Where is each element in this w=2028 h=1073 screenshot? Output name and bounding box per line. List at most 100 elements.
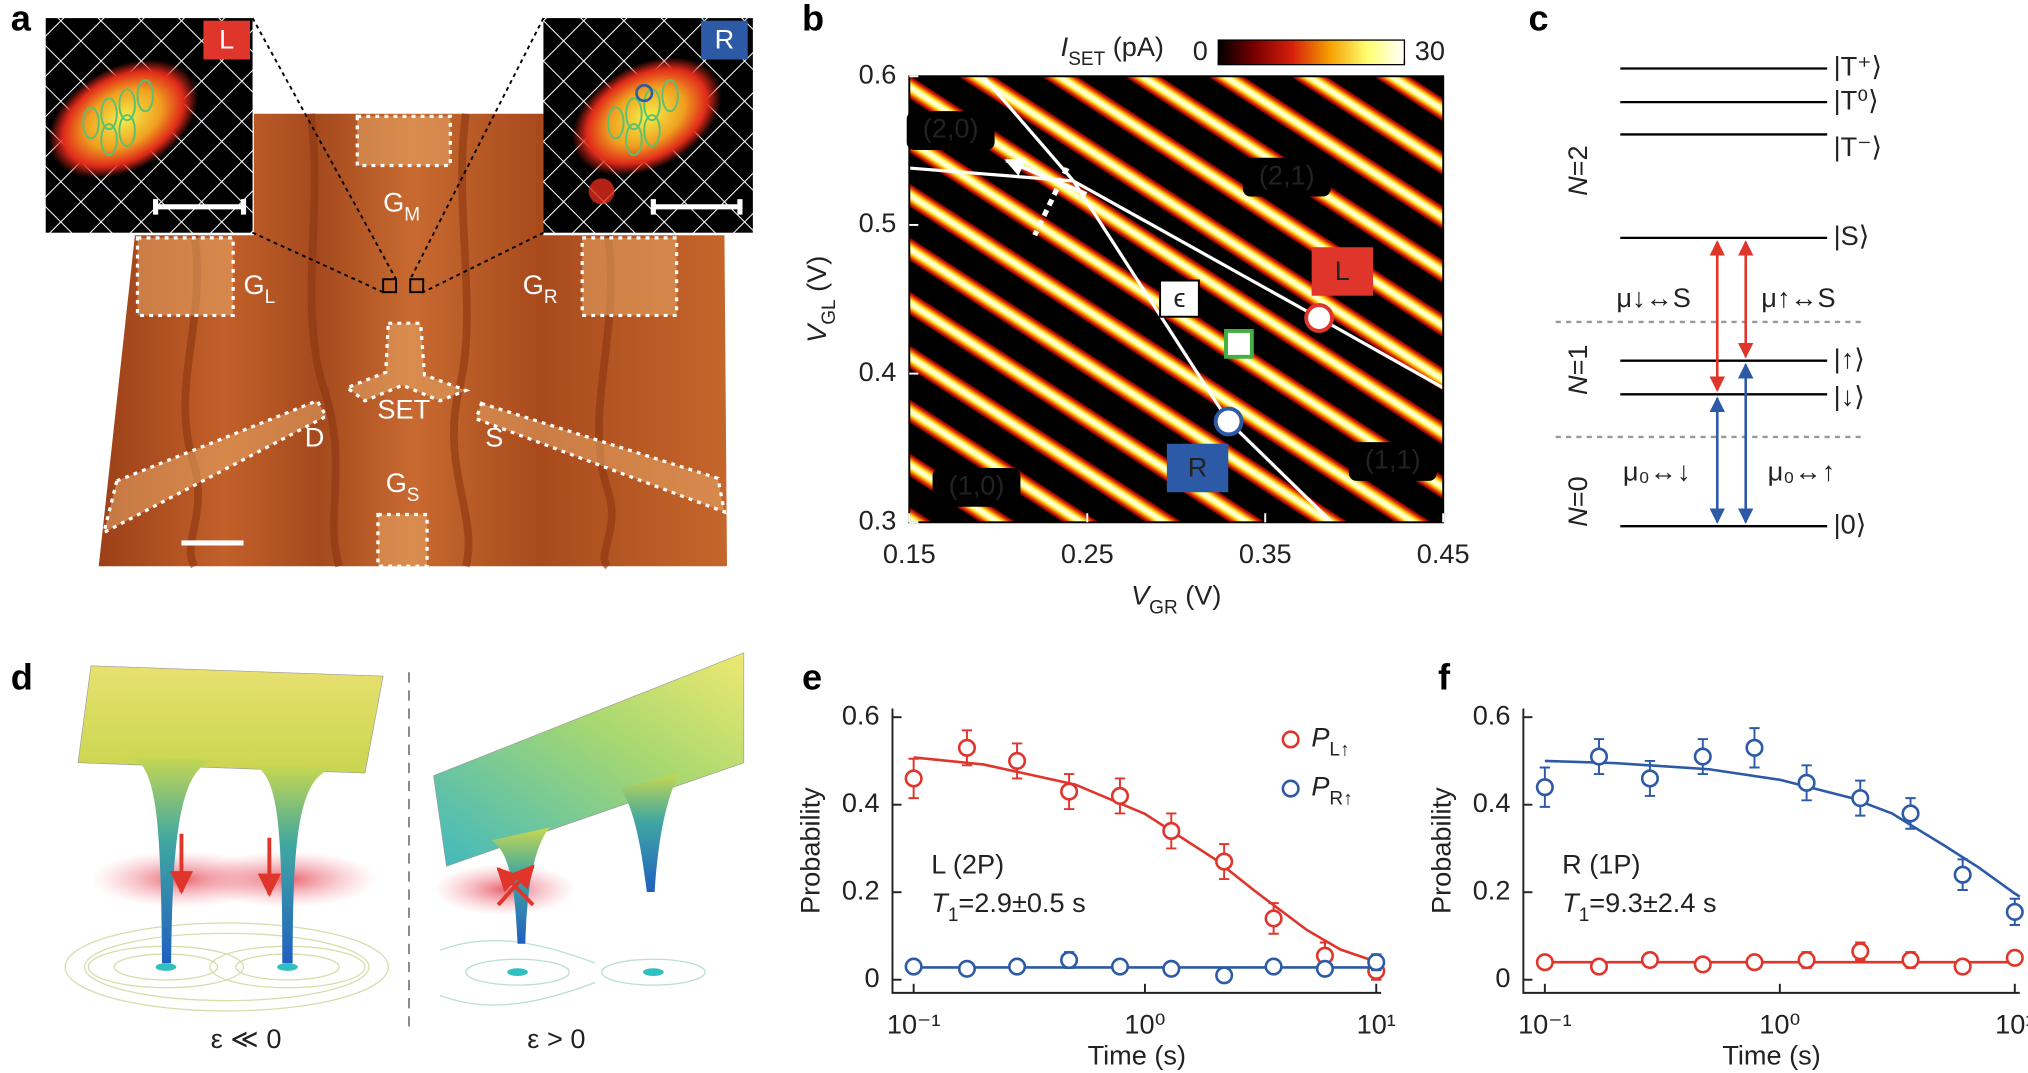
y-axis-title: Probability xyxy=(1425,787,1456,914)
data-point xyxy=(1640,769,1659,788)
text-part: SET xyxy=(1068,49,1105,70)
x-tick-label: 10¹ xyxy=(1995,1009,2028,1040)
data-point xyxy=(1535,953,1554,972)
annotation: T1=2.9±0.5 s xyxy=(931,887,1085,925)
text-part: R↑ xyxy=(1329,788,1352,809)
gate-label: GS xyxy=(386,467,420,505)
y-axis-title: VGL (V) xyxy=(801,256,839,343)
x-tick-label: 10¹ xyxy=(1357,1009,1396,1040)
text-part: =0 xyxy=(1562,476,1593,507)
data-point xyxy=(1589,747,1609,766)
text-part: N xyxy=(1562,176,1593,196)
data-point xyxy=(1745,953,1764,972)
data-point xyxy=(1745,738,1764,757)
x-tick-label: 0.35 xyxy=(1239,538,1292,569)
level-label: |T⁻⟩ xyxy=(1834,131,1883,162)
marker-L xyxy=(1304,303,1334,333)
annotation: ϵ xyxy=(1173,282,1185,313)
x-tick-label: 0.45 xyxy=(1417,538,1470,569)
text-part: G xyxy=(383,186,404,217)
data-point xyxy=(1901,950,1920,970)
text-part: =2 xyxy=(1562,145,1593,176)
charge-state: N=1 xyxy=(1562,344,1593,395)
fit-line xyxy=(913,756,1382,965)
text-part: N xyxy=(1562,507,1593,527)
data-point xyxy=(1589,957,1609,976)
legend-marker xyxy=(1281,730,1300,749)
y-tick-label: 0.4 xyxy=(842,787,880,818)
transition-label: μ↑↔S xyxy=(1761,282,1835,313)
legend-marker xyxy=(1281,779,1300,798)
legend-label: PR↑ xyxy=(1311,771,1352,809)
data-point xyxy=(904,957,923,976)
annotation: R (1P) xyxy=(1562,848,1640,879)
data-point xyxy=(1060,950,1079,970)
text-part: (pA) xyxy=(1105,31,1164,62)
marker-R xyxy=(1213,406,1244,437)
data-point xyxy=(1535,778,1554,797)
data-point xyxy=(904,769,923,788)
text-part: T xyxy=(1562,887,1581,918)
text-part: M xyxy=(404,204,420,225)
data-point xyxy=(1315,959,1334,978)
region-box xyxy=(906,111,995,150)
x-tick-label: 0.25 xyxy=(1061,538,1114,569)
text-part: =2.9±0.5 s xyxy=(958,887,1085,918)
y-tick-label: 0.5 xyxy=(859,207,897,238)
data-point xyxy=(1110,786,1130,805)
gate-label: GM xyxy=(383,186,420,224)
data-point xyxy=(1162,959,1181,978)
data-point xyxy=(1851,942,1870,961)
y-tick-label: 0.2 xyxy=(1473,874,1511,905)
level-label: |T⁺⟩ xyxy=(1834,51,1883,82)
data-point xyxy=(1797,950,1816,970)
region-box xyxy=(1348,442,1437,481)
transition-label: μ₀↔↓ xyxy=(1623,455,1691,486)
text-part: N xyxy=(1562,375,1593,395)
data-point xyxy=(1693,955,1712,974)
marker-square xyxy=(1224,329,1254,359)
frame xyxy=(908,75,1445,524)
level-label: |↑⟩ xyxy=(1834,343,1865,374)
text-part: =1 xyxy=(1562,344,1593,375)
text-part: P xyxy=(1311,722,1329,753)
axes xyxy=(891,708,1382,994)
region-label: (1,0) xyxy=(949,470,1005,501)
data-point xyxy=(1851,789,1870,808)
annotation-box xyxy=(1166,443,1229,493)
text-part: L xyxy=(265,287,276,308)
detuning-arrow xyxy=(1004,158,1088,196)
data-point xyxy=(1264,909,1283,928)
data-point xyxy=(957,738,976,757)
text-part: 1 xyxy=(948,904,959,925)
text-part: 1 xyxy=(1579,904,1590,925)
panel-label: f xyxy=(1438,657,1451,698)
potential-surfaces xyxy=(64,652,745,1035)
y-tick-label: 0.4 xyxy=(1473,787,1511,818)
panel-label: b xyxy=(802,0,824,38)
region-label: (2,0) xyxy=(923,113,979,144)
text-part: S xyxy=(407,484,420,505)
regime-label: ε ≪ 0 xyxy=(211,1023,282,1054)
data-point xyxy=(1162,821,1181,841)
x-tick-label: 10⁻¹ xyxy=(887,1009,941,1040)
data-point xyxy=(1110,957,1130,976)
text-part: GR xyxy=(1149,597,1178,618)
inset-label: R xyxy=(715,24,735,55)
y-tick-label: 0 xyxy=(864,962,879,993)
annotation: L (2P) xyxy=(931,848,1004,879)
annotation-box xyxy=(1159,279,1200,318)
text-part: G xyxy=(244,269,265,300)
axes xyxy=(1522,708,2020,994)
panel-label: c xyxy=(1529,0,1549,38)
text-part: V xyxy=(801,322,832,343)
regime-label: ε > 0 xyxy=(527,1023,585,1054)
x-tick-label: 0.15 xyxy=(883,538,936,569)
panel-label: e xyxy=(802,657,822,698)
colorbar-title: ISET (pA) xyxy=(1061,31,1164,69)
data-point xyxy=(1008,751,1027,770)
level-label: |↓⟩ xyxy=(1834,380,1865,411)
text-part: I xyxy=(1061,31,1069,62)
